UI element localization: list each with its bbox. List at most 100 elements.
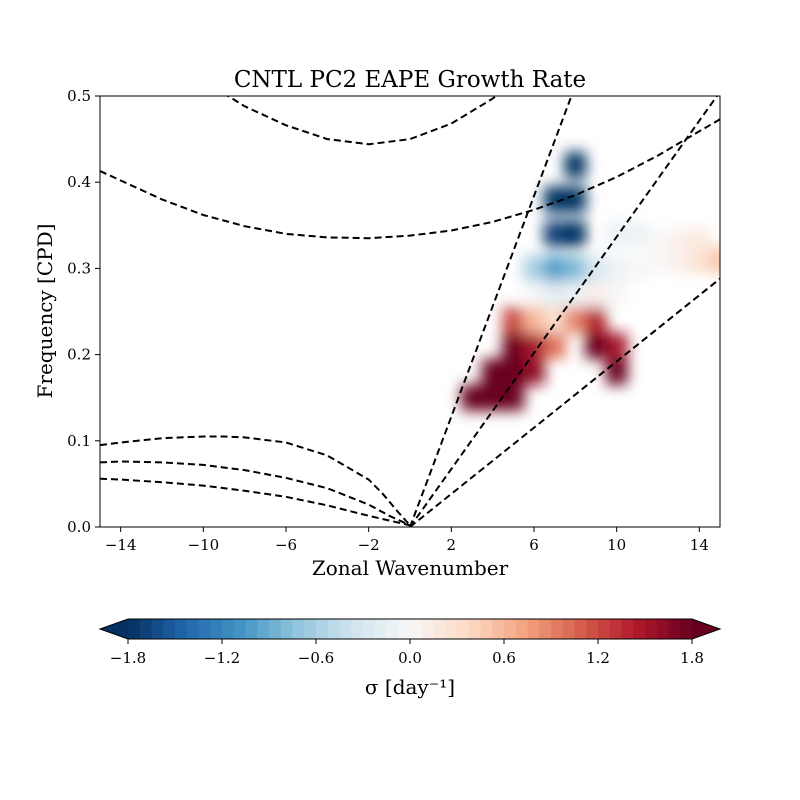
y-tick-label: 0.4 [67, 173, 91, 191]
colorbar-segment [151, 619, 164, 639]
heatmap-cell [543, 255, 566, 282]
heatmap-cell [481, 358, 504, 385]
x-tick-label: 6 [529, 536, 539, 554]
colorbar-segment [222, 619, 235, 639]
dispersion-curves [100, 96, 720, 527]
colorbar-segment [351, 619, 364, 639]
colorbar-segment [386, 619, 399, 639]
dispersion-curve [409, 96, 719, 527]
colorbar-segment [515, 619, 529, 639]
heatmap-cell [461, 384, 483, 411]
colorbar-segment [680, 619, 693, 639]
x-tick-label: 14 [690, 536, 709, 554]
x-tick-label: −2 [358, 536, 380, 554]
x-tick-label: 2 [447, 536, 457, 554]
x-tick-label: −14 [105, 536, 137, 554]
colorbar-segment [292, 619, 305, 639]
colorbar-segment [457, 619, 470, 639]
heatmap-layer [461, 152, 720, 411]
heatmap-cell [564, 186, 587, 213]
colorbar-segment [633, 619, 646, 639]
colorbar-segment [621, 619, 634, 639]
colorbar-segment [656, 619, 670, 639]
colorbar-segment [492, 619, 505, 639]
colorbar-segment [586, 619, 599, 639]
x-tick-label: −10 [188, 536, 220, 554]
heatmap-cell [626, 221, 649, 247]
colorbar-tick-label: −1.8 [110, 649, 146, 667]
colorbar-tick-label: 0.6 [492, 649, 516, 667]
colorbar-label: σ [day⁻¹] [365, 675, 455, 699]
y-axis: 0.0 0.1 0.2 0.3 0.4 0.5 [67, 87, 100, 536]
colorbar-tick-label: −1.2 [204, 649, 240, 667]
heatmap-cell [543, 221, 566, 247]
colorbar-extend-high [692, 619, 720, 639]
x-tick-label: 10 [607, 536, 626, 554]
colorbar-segment [316, 619, 329, 639]
dispersion-curve [226, 96, 498, 146]
colorbar-segment [551, 619, 564, 639]
dispersion-curve [100, 435, 411, 526]
heatmap-cell [667, 229, 690, 256]
colorbar-tick-label: 1.2 [586, 649, 610, 667]
heatmap-cell [605, 221, 628, 247]
dispersion-curve [409, 96, 573, 527]
heatmap-cell [543, 333, 566, 359]
colorbar-segment [574, 619, 587, 639]
plot-frame [99, 95, 721, 528]
chart-title: CNTL PC2 EAPE Growth Rate [234, 67, 586, 93]
colorbar-segment [139, 619, 153, 639]
colorbar-segment [233, 619, 247, 639]
heatmap-cell [605, 281, 628, 308]
colorbar-segment [327, 619, 341, 639]
colorbar-segment [433, 619, 446, 639]
heatmap-cell [585, 281, 607, 308]
colorbar-segment [257, 619, 270, 639]
colorbar-segment [163, 619, 176, 639]
colorbar-segment [398, 619, 411, 639]
heatmap-cell [605, 333, 628, 359]
colorbar-segment [280, 619, 294, 639]
colorbar-segment [186, 619, 200, 639]
y-tick-label: 0.1 [67, 432, 91, 450]
colorbar-segment [562, 619, 576, 639]
heatmap-cell [605, 255, 628, 282]
heatmap-cell [564, 221, 587, 247]
heatmap-cell [626, 255, 649, 282]
heatmap-cell [543, 281, 566, 308]
colorbar-segment [339, 619, 352, 639]
heatmap-cell [585, 255, 607, 282]
colorbar-segment [175, 619, 188, 639]
colorbar-segment [198, 619, 211, 639]
heatmap-cell [523, 358, 545, 385]
colorbar-segment [304, 619, 317, 639]
colorbar-tick-label: −0.6 [298, 649, 334, 667]
heatmap-cell [564, 152, 587, 178]
heatmap-cell [585, 333, 607, 359]
x-tick-label: −6 [275, 536, 297, 554]
heatmap-cell [523, 333, 545, 359]
colorbar-segment [269, 619, 282, 639]
colorbar-segment [245, 619, 258, 639]
colorbar-extend-low [100, 619, 128, 639]
heatmap-cell [502, 384, 525, 411]
colorbar-tick-label: 1.8 [680, 649, 704, 667]
heatmap-cell [543, 186, 566, 213]
x-axis: −14 −10 −6 −2 2 6 10 14 [105, 527, 709, 554]
colorbar-segment [480, 619, 493, 639]
dispersion-curve [100, 477, 411, 527]
heatmap-cell [564, 255, 587, 282]
colorbar-segment [421, 619, 435, 639]
heatmap-cell [688, 229, 711, 256]
colorbar-segment [539, 619, 552, 639]
colorbar-segment [668, 619, 681, 639]
dispersion-curve [100, 460, 411, 527]
colorbar-segment [128, 619, 141, 639]
y-tick-label: 0.3 [67, 259, 91, 277]
dispersion-curve [409, 277, 720, 527]
colorbar-segment [410, 619, 423, 639]
colorbar-segment [363, 619, 376, 639]
heatmap-cell [481, 384, 504, 411]
colorbar: −1.8 −1.2 −0.6 0.0 0.6 1.2 1.8 [98, 618, 722, 667]
